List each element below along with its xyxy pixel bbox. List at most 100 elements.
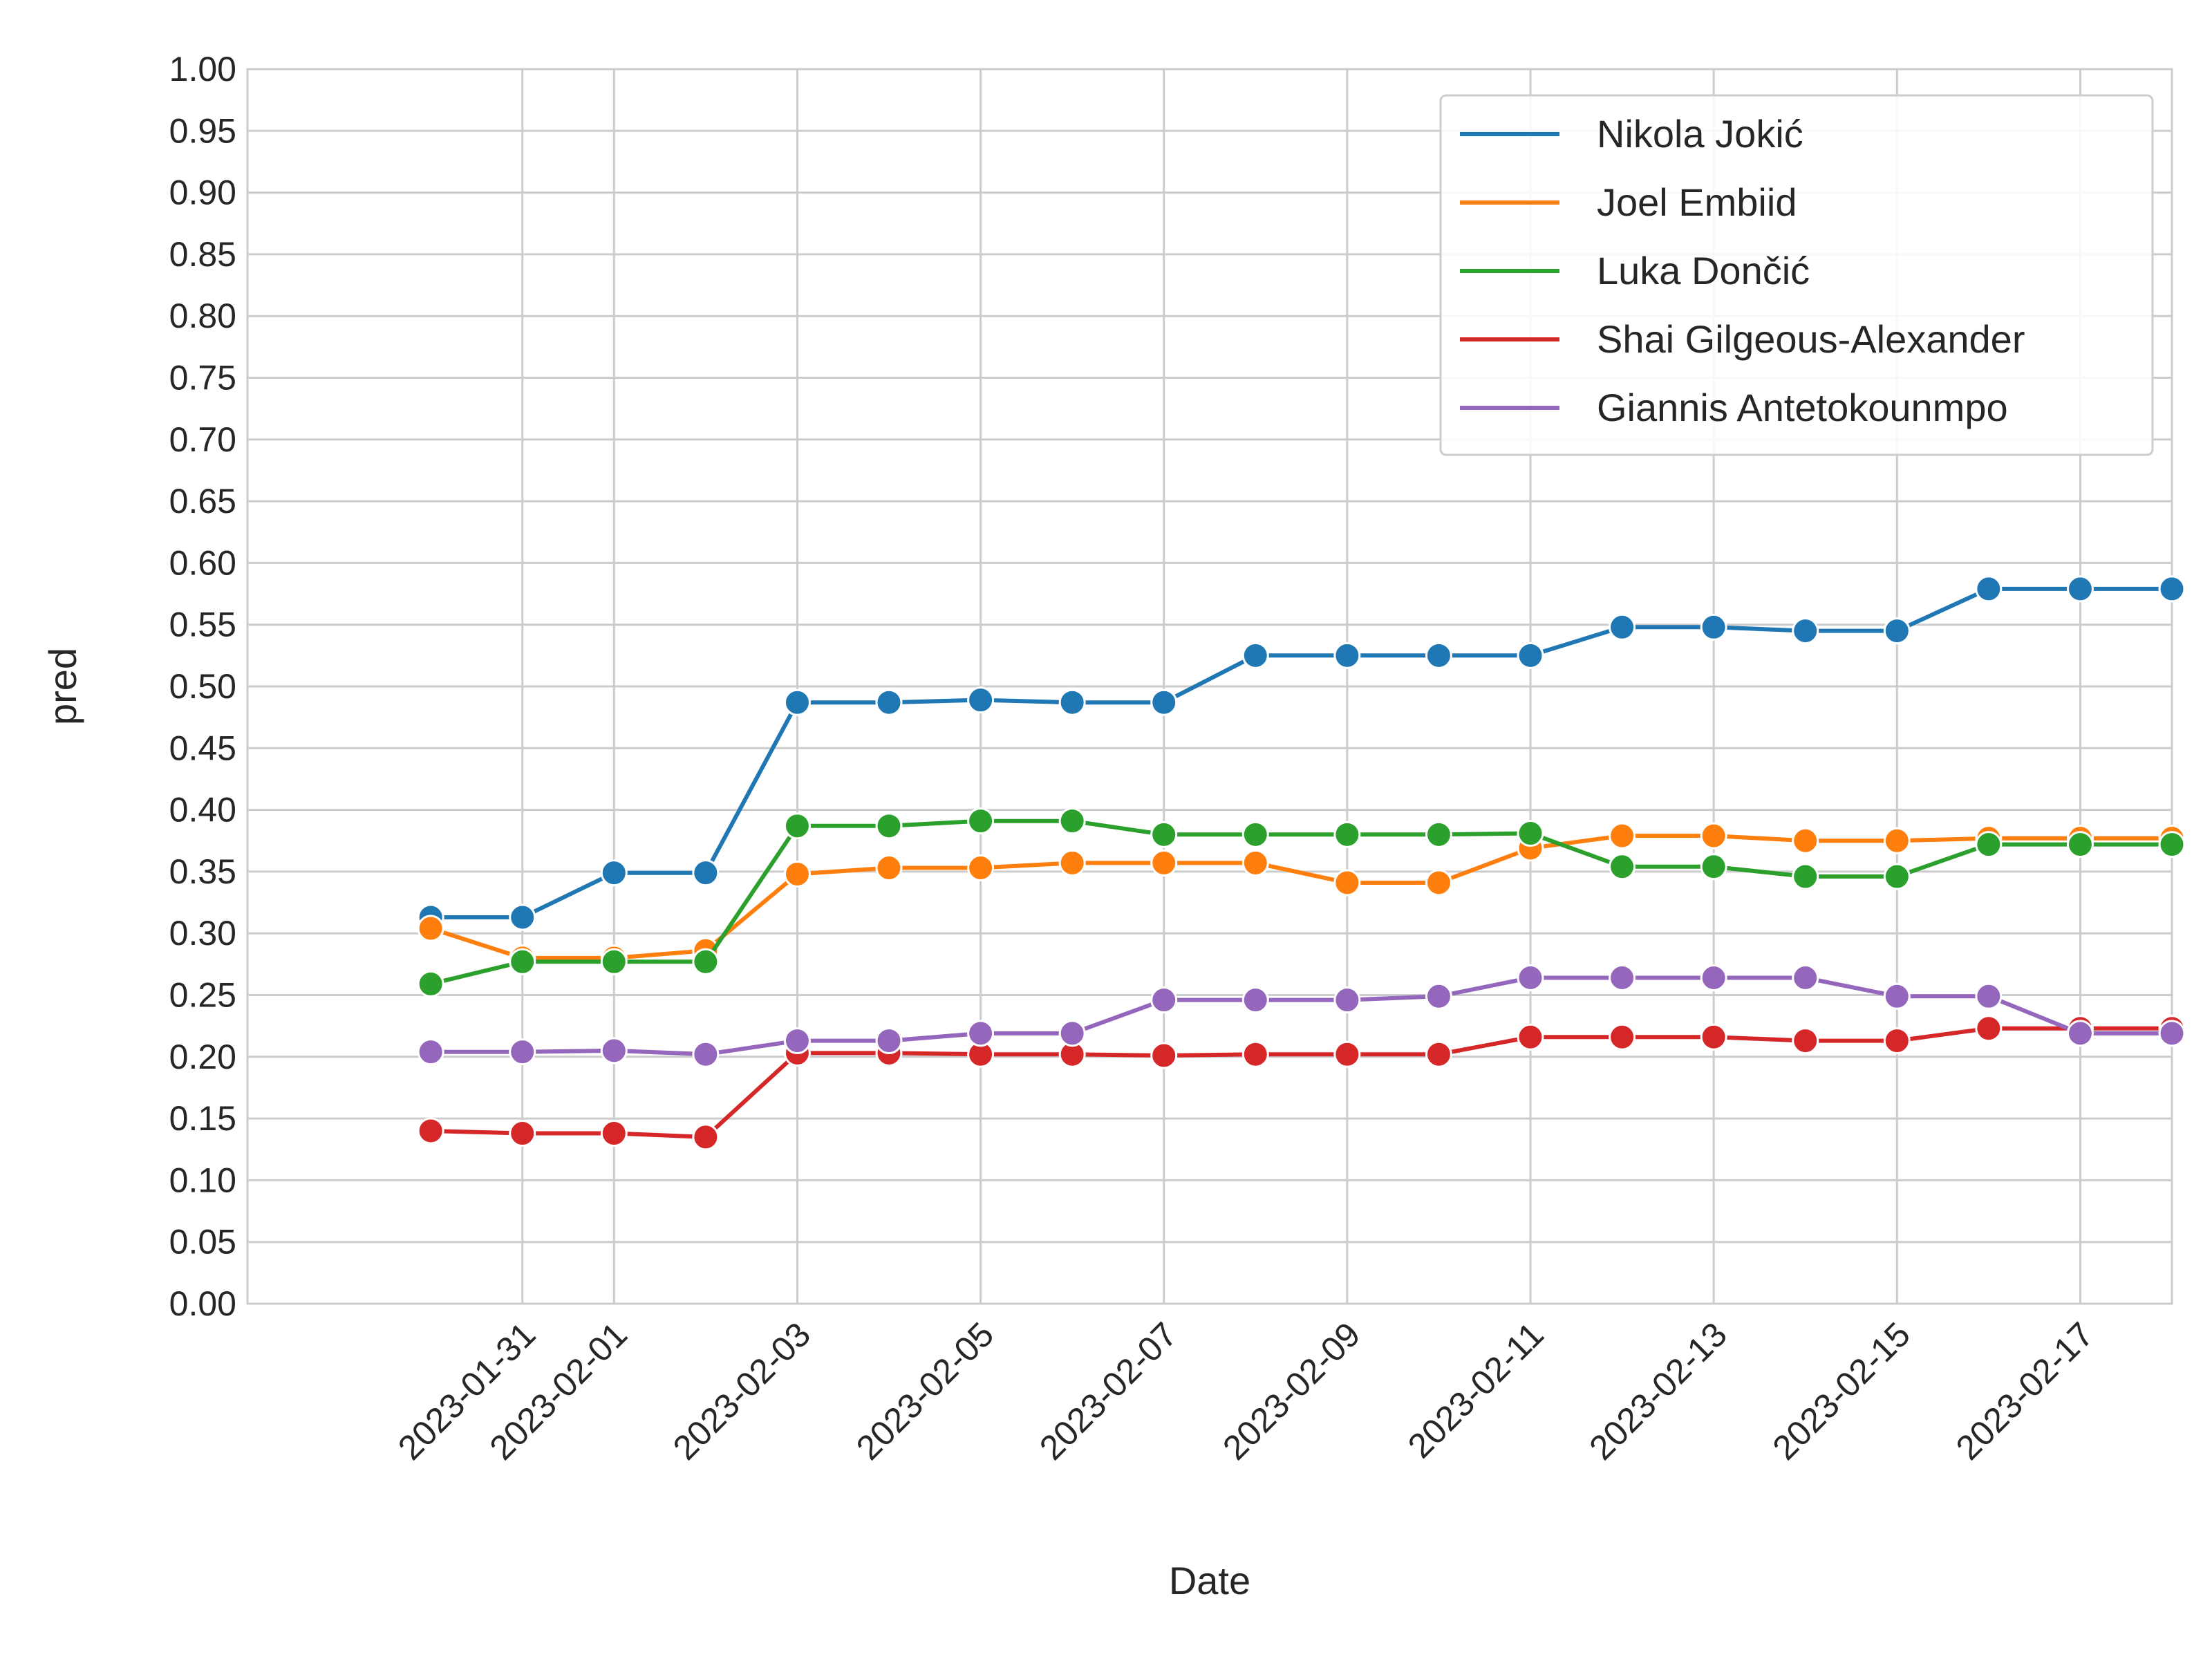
data-point [1058,849,1086,877]
data-point [1792,617,1819,645]
x-tick-label: 2023-02-17 [1949,1315,2101,1467]
data-point [1333,986,1361,1014]
data-point [783,812,811,840]
y-tick-label: 0.85 [169,235,236,274]
data-point [1333,1040,1361,1068]
x-tick-label: 2023-02-09 [1215,1315,1367,1467]
data-point [1975,982,2003,1010]
data-point [600,1037,628,1065]
data-point [1425,821,1452,848]
x-tick-label: 2023-02-15 [1765,1315,1918,1467]
series-lines [417,575,2186,1151]
data-point [1425,982,1452,1010]
legend-label: Luka Dončić [1597,249,1810,292]
data-point [1517,820,1544,847]
data-point [1241,1040,1269,1068]
data-point [1609,964,1636,991]
series-4 [417,1015,2186,1151]
data-point [1517,964,1544,991]
data-point [692,948,720,975]
data-point [1517,1023,1544,1051]
data-point [1150,688,1178,716]
data-point [1883,982,1911,1010]
plot-frame [246,68,2173,1305]
grid-lines [247,68,2172,1305]
legend-item: Luka Dončić [1460,249,1810,292]
data-point [1700,822,1727,850]
y-tick-label: 0.20 [169,1038,236,1076]
data-point [967,686,995,714]
series-line [429,1026,2174,1139]
series-line [429,586,2174,919]
y-tick-label: 0.05 [169,1223,236,1262]
legend: Nikola Jokić Joel Embiid Luka Dončić Shai G… [1439,94,2154,456]
legend-item: Shai Gilgeous-Alexander [1460,317,2025,361]
series-line [429,818,2174,986]
y-tick-label: 0.75 [169,359,236,397]
y-tick-label: 0.25 [169,976,236,1015]
data-point [509,948,536,975]
y-tick-label: 0.50 [169,667,236,706]
x-tick-label: 2023-02-11 [1400,1315,1551,1465]
data-point [1883,863,1911,890]
series-3 [417,807,2186,997]
data-point [1241,821,1269,848]
data-point [1333,641,1361,669]
data-point [1609,822,1636,850]
axes-frame [246,68,2173,1305]
y-axis-title: pred [41,648,84,725]
legend-label: Nikola Jokić [1597,112,1803,156]
data-point [417,1038,444,1066]
data-point [783,860,811,888]
data-point [2066,831,2094,859]
data-point [967,854,995,882]
y-tick-label: 0.80 [169,297,236,335]
data-point [783,688,811,716]
data-point [1150,821,1178,848]
data-point [1792,863,1819,890]
data-point [1975,1015,2003,1042]
data-point [417,970,444,997]
data-point [1150,986,1178,1014]
data-point [1609,1023,1636,1051]
x-tick-label: 2023-02-07 [1032,1315,1184,1467]
x-tick-label: 2023-02-03 [666,1315,818,1467]
y-tick-label: 0.65 [169,482,236,521]
series-line [429,975,2174,1057]
y-tick-label: 0.60 [169,543,236,582]
data-point [1883,1027,1911,1055]
data-point [1517,641,1544,669]
data-point [967,1020,995,1047]
data-point [1883,827,1911,854]
data-point [1241,986,1269,1014]
data-point [1975,831,2003,859]
y-tick-label: 0.55 [169,606,236,644]
data-point [2158,1020,2186,1047]
data-point [600,948,628,975]
data-point [1792,964,1819,991]
data-point [1425,869,1452,897]
data-point [692,859,720,887]
data-point [1058,1020,1086,1047]
y-tick-label: 0.70 [169,420,236,459]
legend-item: Nikola Jokić [1460,112,1803,156]
legend-label: Giannis Antetokounmpo [1597,386,2008,429]
data-point [1975,575,2003,603]
data-point [1700,613,1727,641]
y-tick-label: 0.45 [169,729,236,767]
data-point [1241,641,1269,669]
data-point [509,903,536,931]
data-point [875,688,903,716]
data-point [1058,688,1086,716]
series-1 [417,575,2186,931]
data-point [1792,827,1819,854]
legend-label: Joel Embiid [1597,180,1797,224]
data-point [417,915,444,942]
data-point [2158,831,2186,859]
data-point [2158,575,2186,603]
data-point [692,1123,720,1151]
data-point [875,1027,903,1055]
data-point [1425,1040,1452,1068]
